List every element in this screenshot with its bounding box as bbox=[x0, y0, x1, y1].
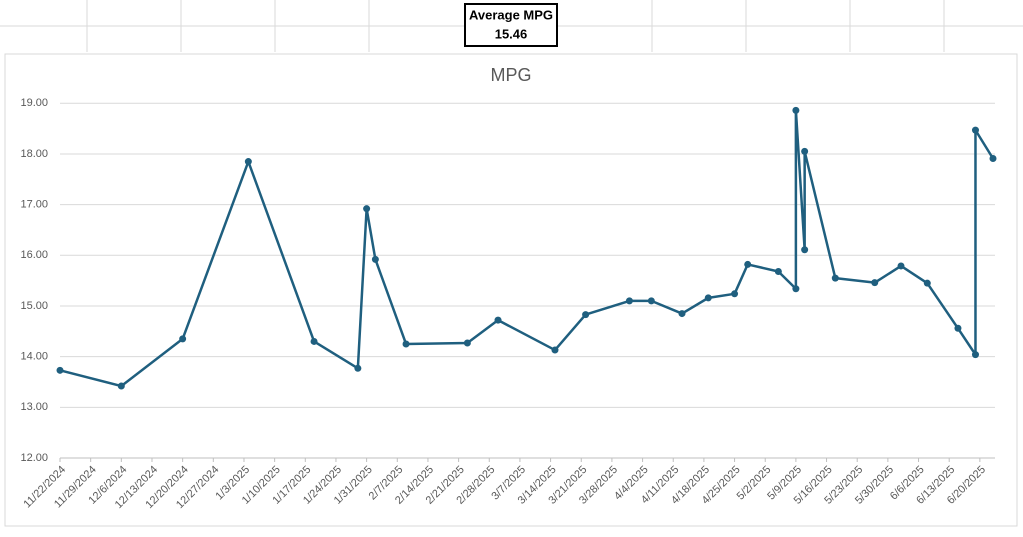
y-tick-label: 15.00 bbox=[20, 300, 48, 312]
data-point bbox=[363, 205, 371, 213]
data-point bbox=[402, 340, 410, 348]
data-point bbox=[354, 364, 362, 372]
data-point bbox=[244, 158, 252, 166]
data-point bbox=[971, 351, 979, 359]
data-point bbox=[792, 285, 800, 293]
y-tick-label: 19.00 bbox=[20, 97, 48, 109]
data-point bbox=[989, 155, 997, 163]
data-point bbox=[117, 382, 125, 390]
data-point bbox=[923, 279, 931, 287]
data-point bbox=[310, 337, 318, 345]
data-point bbox=[971, 126, 979, 134]
data-point bbox=[792, 106, 800, 114]
average-box bbox=[464, 3, 558, 47]
y-tick-label: 14.00 bbox=[20, 351, 48, 363]
data-point bbox=[897, 262, 905, 270]
data-point bbox=[774, 268, 782, 276]
data-point bbox=[179, 335, 187, 343]
y-tick-label: 16.00 bbox=[20, 249, 48, 261]
data-point bbox=[463, 339, 471, 347]
data-point bbox=[678, 310, 686, 318]
data-point bbox=[582, 311, 590, 319]
average-value: 15.46 bbox=[495, 26, 528, 41]
average-label: Average MPG bbox=[469, 7, 553, 22]
y-tick-label: 18.00 bbox=[20, 148, 48, 160]
data-point bbox=[647, 297, 655, 305]
data-point bbox=[954, 324, 962, 332]
y-tick-label: 12.00 bbox=[20, 452, 48, 464]
chart-area bbox=[4, 53, 1018, 527]
data-point bbox=[551, 346, 559, 354]
chart-title: MPG bbox=[490, 65, 531, 85]
data-point bbox=[744, 260, 752, 268]
series-line bbox=[59, 109, 995, 388]
data-point bbox=[731, 290, 739, 298]
data-point bbox=[56, 366, 64, 374]
data-point bbox=[625, 297, 633, 305]
data-point bbox=[704, 294, 712, 302]
data-point bbox=[801, 246, 809, 254]
data-point bbox=[871, 279, 879, 287]
y-tick-label: 17.00 bbox=[20, 199, 48, 211]
data-point bbox=[801, 147, 809, 155]
data-point bbox=[371, 255, 379, 263]
y-tick-label: 13.00 bbox=[20, 401, 48, 413]
data-point bbox=[494, 316, 502, 324]
data-point bbox=[831, 274, 839, 282]
